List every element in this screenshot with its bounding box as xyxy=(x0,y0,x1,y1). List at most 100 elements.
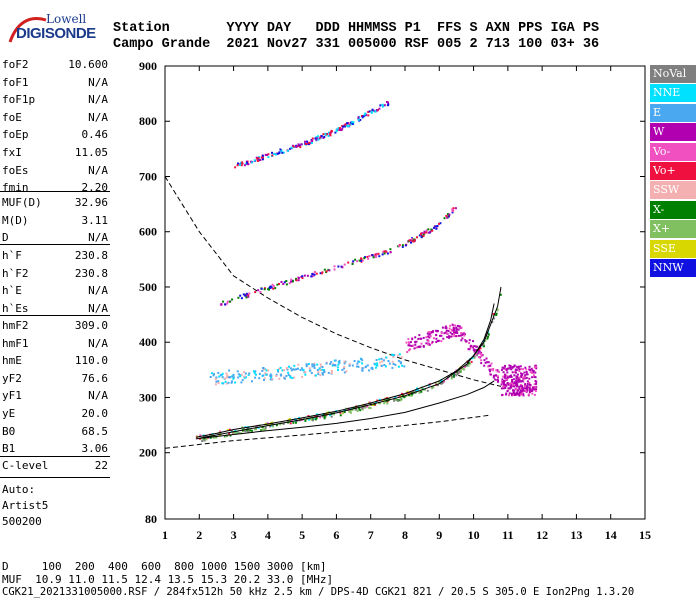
echo-point xyxy=(240,297,243,300)
echo-point xyxy=(313,362,316,365)
echo-point xyxy=(324,415,327,418)
echo-point xyxy=(219,430,222,433)
echo-point xyxy=(321,373,324,376)
echo-point xyxy=(339,414,342,417)
echo-point xyxy=(256,157,259,160)
echo-point xyxy=(317,138,320,141)
echo-point xyxy=(462,367,464,370)
echo-point xyxy=(509,366,512,369)
echo-point xyxy=(422,235,425,238)
echo-point xyxy=(411,239,414,242)
echo-point xyxy=(394,396,397,398)
echo-point xyxy=(383,250,386,253)
echo-point xyxy=(287,373,290,376)
echo-point xyxy=(264,153,267,156)
echo-point xyxy=(244,372,247,375)
echo-point xyxy=(513,371,516,374)
echo-point xyxy=(242,293,245,296)
param-name: M(D) xyxy=(2,213,29,227)
echo-point xyxy=(496,308,499,311)
echo-point xyxy=(452,207,455,210)
echo-point xyxy=(514,392,517,395)
echo-point xyxy=(523,385,526,388)
echo-point xyxy=(430,342,433,345)
echo-point xyxy=(290,146,293,149)
echo-point xyxy=(478,350,481,353)
echo-point xyxy=(303,274,306,277)
echo-point xyxy=(448,335,450,338)
param-value: N/A xyxy=(88,231,108,245)
echo-point xyxy=(417,337,420,340)
echo-point xyxy=(324,133,327,136)
echo-point xyxy=(247,295,250,298)
echo-point xyxy=(259,159,262,161)
echo-point xyxy=(450,377,453,380)
echo-point xyxy=(244,430,247,433)
echo-point xyxy=(399,395,402,398)
echo-point xyxy=(520,376,523,378)
echo-point xyxy=(315,136,318,139)
echo-point xyxy=(363,113,366,116)
plot-frame xyxy=(164,65,646,520)
echo-point xyxy=(479,347,482,350)
echo-point xyxy=(280,281,283,283)
echo-point xyxy=(459,326,462,329)
echo-point xyxy=(228,369,231,372)
echo-point xyxy=(535,380,538,383)
echo-point xyxy=(406,390,409,393)
echo-point xyxy=(263,377,266,380)
echo-point xyxy=(458,334,460,337)
echo-point xyxy=(361,359,364,362)
echo-point xyxy=(521,392,524,395)
param-name: yE xyxy=(2,407,16,420)
echo-point xyxy=(502,375,505,378)
echo-point xyxy=(520,390,523,393)
echo-point xyxy=(480,354,483,357)
echo-point xyxy=(309,369,312,372)
echo-point xyxy=(413,239,416,242)
footer-muf: MUF 10.9 11.0 11.5 12.4 13.5 15.3 20.2 3… xyxy=(2,573,334,586)
echo-point xyxy=(267,369,270,372)
echo-point xyxy=(342,411,345,414)
echo-point xyxy=(371,110,374,113)
echo-point xyxy=(314,137,317,140)
echo-point xyxy=(512,383,515,386)
echo-point xyxy=(338,127,341,129)
echo-point xyxy=(212,374,215,377)
echo-point xyxy=(465,340,468,343)
y-tick-label: 400 xyxy=(139,335,157,349)
x-tick-label: 15 xyxy=(639,528,651,542)
echo-point xyxy=(356,410,359,412)
echo-point xyxy=(343,124,346,127)
echo-point xyxy=(235,432,238,435)
echo-point xyxy=(405,394,408,397)
echo-point xyxy=(426,389,429,392)
footer-distance: D 100 200 400 600 800 1000 1500 3000 [km… xyxy=(2,560,327,573)
echo-point xyxy=(492,368,495,370)
echo-point xyxy=(280,374,283,377)
echo-point xyxy=(420,342,423,345)
echo-point xyxy=(422,233,425,236)
echo-point xyxy=(473,355,476,358)
echo-point xyxy=(323,369,325,372)
echo-point xyxy=(441,382,444,385)
echo-point xyxy=(213,373,215,376)
echo-point xyxy=(378,255,381,258)
echo-point xyxy=(488,364,491,367)
echo-point xyxy=(505,368,508,371)
echo-point xyxy=(455,335,458,338)
echo-point xyxy=(358,407,361,410)
echo-point xyxy=(241,379,244,382)
digisonde-logo: Lowell DIGISONDE xyxy=(6,8,106,48)
echo-point xyxy=(398,353,401,356)
echo-point xyxy=(508,364,511,367)
param-row: yE 20.0 xyxy=(2,407,108,423)
echo-point xyxy=(451,208,454,211)
echo-point xyxy=(519,390,522,393)
x-tick-label: 3 xyxy=(231,528,237,542)
legend-item: E xyxy=(650,103,696,122)
echo-point xyxy=(479,356,482,359)
header-labels: Station YYYY DAY DDD HHMMSS P1 FFS S AXN… xyxy=(113,21,600,36)
echo-point xyxy=(300,143,303,146)
